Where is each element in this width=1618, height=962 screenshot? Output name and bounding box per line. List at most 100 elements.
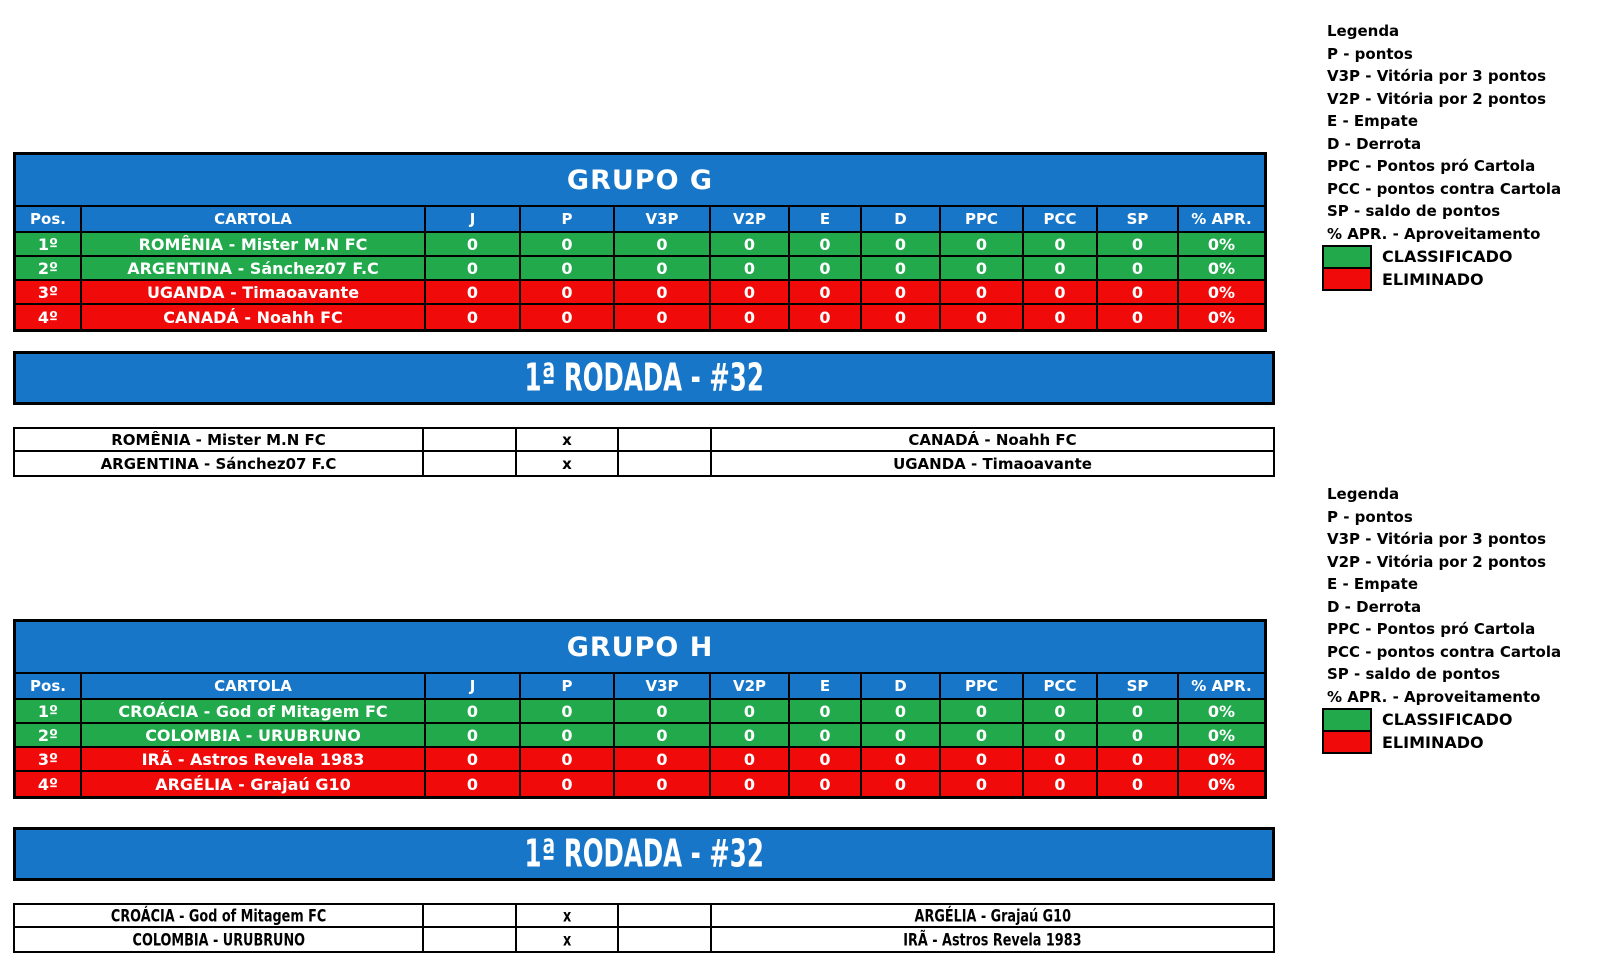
home-team-cell: ARGENTINA - Sánchez07 F.C xyxy=(15,452,424,475)
stat-cell: 0 xyxy=(521,305,615,329)
col-header-v3p: V3P xyxy=(615,207,711,233)
eliminated-label: ELIMINADO xyxy=(1382,733,1484,752)
versus-cell: x xyxy=(517,429,619,452)
home-team-cell: CROÁCIA - God of Mitagem FC xyxy=(15,905,424,928)
col-header-cartola: CARTOLA xyxy=(82,674,426,700)
stat-cell: 0 xyxy=(862,281,941,305)
legend-classified-row: CLASSIFICADO xyxy=(1322,708,1612,731)
stat-cell: 0 xyxy=(1098,724,1179,748)
group-g-table: GRUPO G Pos. CARTOLA J P V3P V2P E D PPC… xyxy=(13,152,1267,332)
stat-cell: 0 xyxy=(711,700,790,724)
away-team-cell: IRÃ - Astros Revela 1983 xyxy=(712,928,1273,951)
stat-cell: 0 xyxy=(711,257,790,281)
stat-cell: 0 xyxy=(426,257,521,281)
team-cell: IRÃ - Astros Revela 1983 xyxy=(82,748,426,772)
stat-cell: 0 xyxy=(862,305,941,329)
round-banner-group-g: 1ª RODADA - #32 xyxy=(13,351,1275,405)
stat-cell: 0 xyxy=(615,257,711,281)
col-header-j: J xyxy=(426,207,521,233)
stat-cell: 0 xyxy=(1098,700,1179,724)
legend-classified-row: CLASSIFICADO xyxy=(1322,245,1612,268)
stat-cell: 0 xyxy=(521,772,615,796)
stat-cell: 0 xyxy=(1024,724,1098,748)
fixtures-table-group-g: ROMÊNIA - Mister M.N FC x CANADÁ - Noahh… xyxy=(13,427,1275,477)
team-cell: COLOMBIA - URUBRUNO xyxy=(82,724,426,748)
stat-cell: 0 xyxy=(521,748,615,772)
versus-cell: x xyxy=(517,928,619,951)
blank-cell xyxy=(619,452,712,475)
team-cell: ARGÉLIA - Grajaú G10 xyxy=(82,772,426,796)
stat-cell: 0 xyxy=(426,772,521,796)
legend-item: E - Empate xyxy=(1327,575,1418,593)
stat-cell: 0 xyxy=(790,748,862,772)
stat-cell: 0 xyxy=(711,772,790,796)
standings-row: 3º UGANDA - Timaoavante 0 0 0 0 0 0 0 0 … xyxy=(16,281,1264,305)
classified-label: CLASSIFICADO xyxy=(1382,247,1513,266)
stat-cell: 0 xyxy=(521,257,615,281)
legend-item: % APR. - Aproveitamento xyxy=(1327,224,1541,243)
col-header-sp: SP xyxy=(1098,674,1179,700)
col-header-j: J xyxy=(426,674,521,700)
stat-cell: 0 xyxy=(521,724,615,748)
legend-item: % APR. - Aproveitamento xyxy=(1327,687,1541,706)
stat-cell: 0 xyxy=(615,233,711,257)
stat-cell: 0 xyxy=(1098,233,1179,257)
stat-cell: 0 xyxy=(790,257,862,281)
stat-cell: 0% xyxy=(1179,305,1264,329)
legend-item: PPC - Pontos pró Cartola xyxy=(1327,620,1536,638)
standings-row: 2º COLOMBIA - URUBRUNO 0 0 0 0 0 0 0 0 0… xyxy=(16,724,1264,748)
classified-color-swatch xyxy=(1322,245,1372,268)
standings-row: 1º ROMÊNIA - Mister M.N FC 0 0 0 0 0 0 0… xyxy=(16,233,1264,257)
legend-bottom: Legenda P - pontos V3P - Vitória por 3 p… xyxy=(1322,483,1612,754)
stat-cell: 0 xyxy=(941,772,1024,796)
pos-cell: 4º xyxy=(16,305,82,329)
col-header-pcc: PCC xyxy=(1024,207,1098,233)
team-cell: ROMÊNIA - Mister M.N FC xyxy=(82,233,426,257)
blank-cell xyxy=(424,905,517,928)
home-team-label: COLOMBIA - URUBRUNO xyxy=(132,929,305,950)
stat-cell: 0 xyxy=(426,748,521,772)
stat-cell: 0% xyxy=(1179,700,1264,724)
stat-cell: 0 xyxy=(615,281,711,305)
stat-cell: 0 xyxy=(711,233,790,257)
legend-item: V2P - Vitória por 2 pontos xyxy=(1327,552,1547,571)
stat-cell: 0% xyxy=(1179,772,1264,796)
blank-cell xyxy=(619,928,712,951)
legend-item: V2P - Vitória por 2 pontos xyxy=(1327,89,1547,108)
legend-title: Legenda xyxy=(1327,485,1400,503)
col-header-ppc: PPC xyxy=(941,207,1024,233)
away-team-cell: CANADÁ - Noahh FC xyxy=(712,429,1273,452)
round-banner-title: 1ª RODADA - #32 xyxy=(524,831,764,877)
home-team-cell: COLOMBIA - URUBRUNO xyxy=(15,928,424,951)
fixture-row: CROÁCIA - God of Mitagem FC x ARGÉLIA - … xyxy=(15,905,1273,928)
pos-cell: 2º xyxy=(16,724,82,748)
stat-cell: 0 xyxy=(1024,700,1098,724)
pos-cell: 1º xyxy=(16,700,82,724)
classified-color-swatch xyxy=(1322,708,1372,731)
pos-cell: 3º xyxy=(16,281,82,305)
stat-cell: 0 xyxy=(1098,281,1179,305)
home-team-cell: ROMÊNIA - Mister M.N FC xyxy=(15,429,424,452)
blank-cell xyxy=(424,452,517,475)
stat-cell: 0 xyxy=(615,700,711,724)
standings-row: 3º IRÃ - Astros Revela 1983 0 0 0 0 0 0 … xyxy=(16,748,1264,772)
col-header-d: D xyxy=(862,674,941,700)
col-header-pos: Pos. xyxy=(16,674,82,700)
stat-cell: 0 xyxy=(1098,305,1179,329)
pos-cell: 3º xyxy=(16,748,82,772)
stat-cell: 0 xyxy=(711,724,790,748)
col-header-e: E xyxy=(790,674,862,700)
stat-cell: 0 xyxy=(615,724,711,748)
round-banner-title: 1ª RODADA - #32 xyxy=(524,355,764,401)
blank-cell xyxy=(619,905,712,928)
standings-row: 1º CROÁCIA - God of Mitagem FC 0 0 0 0 0… xyxy=(16,700,1264,724)
blank-cell xyxy=(424,928,517,951)
legend-eliminated-row: ELIMINADO xyxy=(1322,268,1612,291)
col-header-p: P xyxy=(521,674,615,700)
stat-cell: 0 xyxy=(790,724,862,748)
stat-cell: 0 xyxy=(426,305,521,329)
col-header-p: P xyxy=(521,207,615,233)
stat-cell: 0 xyxy=(790,233,862,257)
standings-row: 2º ARGENTINA - Sánchez07 F.C 0 0 0 0 0 0… xyxy=(16,257,1264,281)
